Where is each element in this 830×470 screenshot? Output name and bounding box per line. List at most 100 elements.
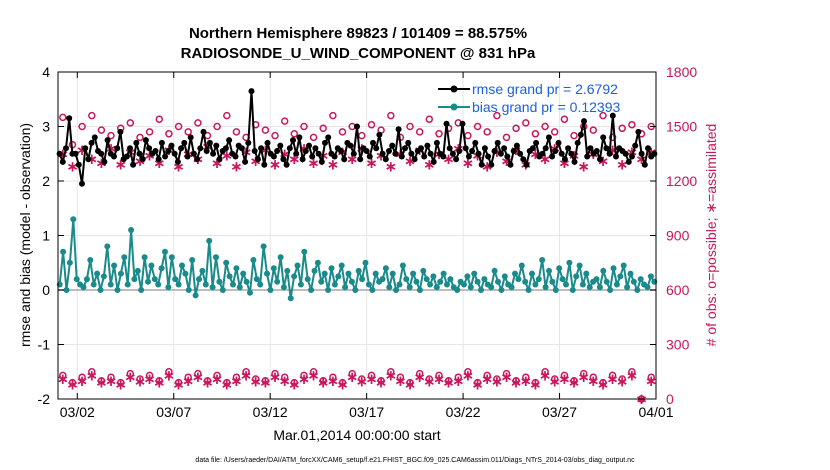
rmse-point — [91, 134, 98, 141]
bias-point — [318, 278, 325, 285]
y-tick-right-label: 1500 — [666, 119, 697, 135]
obs-low-assimilated-point: ∗ — [500, 369, 513, 386]
bias-point — [345, 270, 352, 277]
rmse-point — [197, 145, 204, 152]
rmse-point — [245, 139, 252, 146]
obs-possible-point — [473, 122, 482, 131]
bias-point — [600, 267, 607, 274]
obs-low-possible-point — [628, 368, 636, 376]
rmse-point — [433, 139, 440, 146]
obs-assimilated-point: ∗ — [385, 159, 398, 176]
obs-low-possible-point — [570, 377, 578, 385]
bias-point — [165, 284, 172, 291]
obs-possible-point — [599, 111, 607, 120]
rmse-point — [622, 150, 629, 157]
obs-possible-point — [502, 133, 511, 142]
obs-low-assimilated-point: ∗ — [413, 369, 426, 386]
bias-point — [277, 254, 284, 261]
bias-point — [634, 287, 641, 293]
rmse-point — [302, 148, 309, 154]
bias-point — [260, 243, 267, 250]
obs-low-possible-point — [290, 378, 299, 387]
obs-low-possible-point — [608, 371, 617, 380]
rmse-point — [613, 153, 619, 160]
obs-low-assimilated-point: ∗ — [240, 367, 253, 384]
obs-possible-point — [570, 131, 578, 140]
rmse-point — [411, 156, 418, 163]
obs-low-possible-point — [522, 373, 530, 381]
bias-point — [90, 281, 97, 288]
obs-assimilated-point: ∗ — [66, 159, 79, 176]
rmse-point — [373, 145, 380, 152]
bias-point — [352, 287, 359, 293]
obs-low-possible-point — [165, 368, 173, 376]
obs-possible-point — [155, 115, 164, 123]
bias-point — [325, 287, 332, 293]
bias-point — [335, 273, 342, 280]
rmse-point — [552, 148, 559, 154]
bias-point — [579, 281, 586, 288]
bias-point — [66, 259, 73, 266]
obs-low-possible-point — [174, 378, 183, 387]
rmse-point — [593, 148, 600, 154]
rmse-point — [472, 139, 479, 146]
obs-possible-point — [107, 131, 115, 140]
bias-point — [471, 270, 478, 277]
obs-possible-point — [309, 133, 318, 142]
obs-possible-point — [531, 130, 540, 138]
rmse-point — [280, 156, 287, 163]
bias-point — [342, 284, 349, 291]
bias-point — [280, 284, 287, 291]
obs-low-assimilated-point: ∗ — [471, 377, 484, 394]
obs-low-possible-point — [97, 377, 106, 385]
rmse-point — [641, 161, 648, 168]
obs-possible-point — [59, 113, 67, 122]
obs-possible-point — [232, 128, 241, 136]
obs-assimilated-point: ∗ — [269, 157, 282, 174]
bias-point — [525, 287, 532, 293]
bias-point — [128, 227, 135, 233]
bias-point — [172, 276, 179, 283]
rmse-point — [242, 158, 249, 165]
rmse-point — [501, 145, 508, 152]
rmse-point — [357, 156, 364, 163]
bias-point — [114, 287, 121, 293]
obs-low-assimilated-point: ∗ — [105, 373, 118, 390]
rmse-point — [488, 161, 495, 168]
bias-point — [87, 257, 94, 263]
rmse-point — [366, 153, 373, 160]
rmse-point — [469, 148, 476, 154]
obs-low-possible-point — [415, 369, 424, 378]
obs-low-assimilated-point: ∗ — [211, 371, 224, 388]
obs-possible-point — [618, 124, 626, 133]
x-tick-label: 03/12 — [253, 404, 288, 420]
bias-point — [583, 270, 590, 277]
obs-possible-point — [367, 120, 376, 129]
bias-point — [613, 281, 620, 288]
rmse-point — [350, 150, 357, 157]
obs-low-assimilated-point: ∗ — [346, 369, 359, 386]
y-ticks-right: 0 300 600 900 1200 1500 1800 — [650, 64, 697, 407]
bias-point — [440, 270, 447, 277]
rmse-point — [59, 158, 66, 165]
obs-possible-point — [435, 130, 443, 138]
obs-low-assimilated-point: ∗ — [221, 377, 234, 394]
bias-point — [291, 273, 298, 280]
bias-point — [617, 273, 624, 280]
bias-point — [138, 287, 145, 293]
rmse-point — [510, 148, 517, 154]
bias-point — [175, 281, 182, 288]
bias-point — [274, 278, 281, 285]
obs-low-assimilated-point: ∗ — [385, 367, 398, 384]
obs-possible-point — [271, 131, 279, 140]
obs-low-assimilated-point: ∗ — [510, 375, 523, 392]
rmse-point — [363, 148, 370, 154]
x-axis-label: Mar.01,2014 00:00:00 start — [273, 427, 440, 443]
bias-point — [117, 270, 124, 277]
rmse-point — [88, 139, 95, 146]
obs-low-possible-point — [271, 369, 279, 378]
obs-possible-point — [329, 111, 337, 120]
obs-low-assimilated-point: ∗ — [95, 375, 108, 392]
obs-low-assimilated-point: ∗ — [124, 369, 137, 386]
bias-point — [467, 284, 474, 291]
